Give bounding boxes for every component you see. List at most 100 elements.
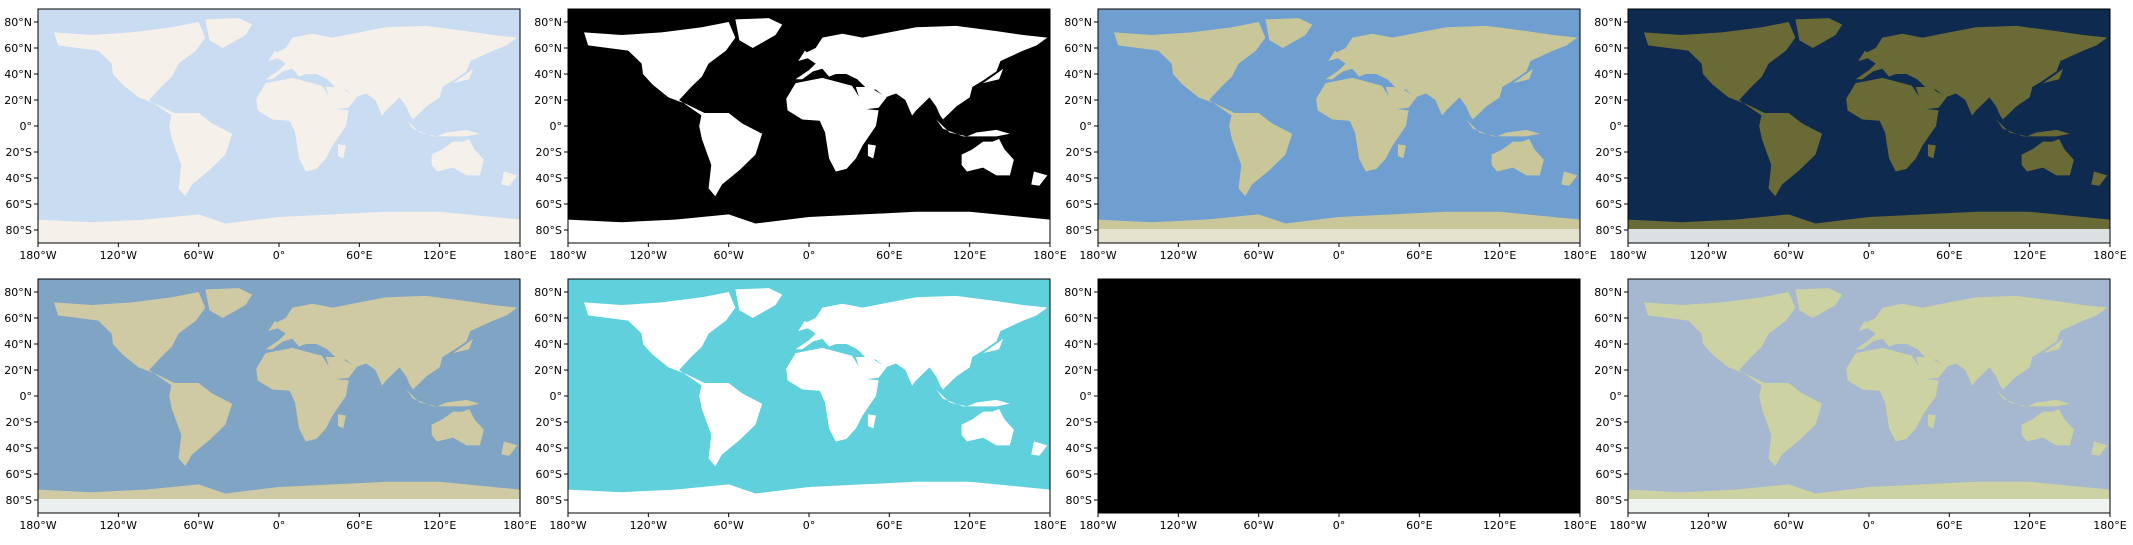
lon-tick-label: 180°W xyxy=(1079,249,1116,262)
lon-tick-label: 120°W xyxy=(630,519,667,532)
lon-tick-label: 180°W xyxy=(549,249,586,262)
lat-tick-label: 40°N xyxy=(4,68,32,81)
lat-tick-label: 0° xyxy=(1610,390,1623,403)
lat-tick-label: 80°N xyxy=(1594,286,1622,299)
lat-tick-label: 60°N xyxy=(1594,42,1622,55)
lon-tick-label: 0° xyxy=(1863,249,1876,262)
antarctic-ice xyxy=(38,499,520,513)
lat-tick-label: 40°N xyxy=(534,68,562,81)
map-panel-8: 80°N 60°N 40°N 20°N 0° 20°S 40°S 60°S 80°S 180°W 1… xyxy=(1594,278,2127,532)
lat-tick-label: 0° xyxy=(550,390,563,403)
lat-tick-label: 80°N xyxy=(1064,286,1092,299)
lat-tick-label: 40°S xyxy=(6,172,32,185)
antarctic-ice xyxy=(568,229,1050,243)
lon-tick-label: 0° xyxy=(1863,519,1876,532)
lon-tick-label: 120°W xyxy=(630,249,667,262)
lon-tick-label: 120°W xyxy=(100,249,137,262)
lon-tick-label: 0° xyxy=(803,519,816,532)
lon-tick-label: 0° xyxy=(273,519,286,532)
lon-tick-label: 60°W xyxy=(1773,519,1803,532)
lon-tick-label: 180°E xyxy=(503,519,536,532)
lat-tick-label: 80°N xyxy=(4,16,32,29)
lon-tick-label: 60°E xyxy=(1936,249,1962,262)
lon-tick-label: 120°W xyxy=(100,519,137,532)
lon-tick-label: 120°E xyxy=(953,249,986,262)
lon-tick-label: 180°W xyxy=(1609,249,1646,262)
lon-tick-label: 180°E xyxy=(1033,249,1066,262)
lat-tick-label: 40°N xyxy=(1064,68,1092,81)
lat-tick-label: 0° xyxy=(20,120,33,133)
lat-tick-label: 80°N xyxy=(1064,16,1092,29)
lat-tick-label: 60°N xyxy=(1064,42,1092,55)
lat-tick-label: 20°N xyxy=(1064,94,1092,107)
lon-tick-label: 180°E xyxy=(2093,519,2126,532)
lat-tick-label: 20°N xyxy=(4,94,32,107)
lon-tick-label: 60°E xyxy=(346,249,372,262)
map-panel-5: 80°N 60°N 40°N 20°N 0° 20°S 40°S 60°S 80°S 180°W 1… xyxy=(4,278,537,532)
lon-tick-label: 60°E xyxy=(346,519,372,532)
lon-tick-label: 180°W xyxy=(19,249,56,262)
lat-tick-label: 80°N xyxy=(4,286,32,299)
lon-tick-label: 60°E xyxy=(1936,519,1962,532)
lon-tick-label: 60°E xyxy=(1406,249,1432,262)
antarctic-ice xyxy=(568,499,1050,513)
lon-tick-label: 0° xyxy=(1333,519,1346,532)
lat-tick-label: 0° xyxy=(1080,120,1093,133)
lon-tick-label: 60°E xyxy=(1406,519,1432,532)
lat-tick-label: 60°N xyxy=(534,42,562,55)
lat-tick-label: 80°S xyxy=(536,224,562,237)
lat-tick-label: 40°S xyxy=(1066,442,1092,455)
lat-tick-label: 20°S xyxy=(1066,416,1092,429)
lat-tick-label: 40°N xyxy=(1594,338,1622,351)
lat-tick-label: 20°N xyxy=(1064,364,1092,377)
antarctic-ice xyxy=(1098,229,1580,243)
lat-tick-label: 20°N xyxy=(4,364,32,377)
lon-tick-label: 180°E xyxy=(2093,249,2126,262)
antarctic-ice xyxy=(1628,499,2110,513)
lat-tick-label: 0° xyxy=(20,390,33,403)
lat-tick-label: 20°S xyxy=(1066,146,1092,159)
lat-tick-label: 80°S xyxy=(536,494,562,507)
lat-tick-label: 60°N xyxy=(4,42,32,55)
lon-tick-label: 60°E xyxy=(876,519,902,532)
lat-tick-label: 40°N xyxy=(4,338,32,351)
lat-tick-label: 60°S xyxy=(536,198,562,211)
lat-tick-label: 40°S xyxy=(6,442,32,455)
lon-tick-label: 180°W xyxy=(549,519,586,532)
lat-tick-label: 40°N xyxy=(534,338,562,351)
map-panel-1: 80°N 60°N 40°N 20°N 0° 20°S 40°S 60°S 80°S 180°W 1… xyxy=(4,8,537,262)
lat-tick-label: 60°N xyxy=(534,312,562,325)
lat-tick-label: 60°N xyxy=(4,312,32,325)
lat-tick-label: 60°S xyxy=(1596,468,1622,481)
lon-tick-label: 60°W xyxy=(1243,249,1273,262)
lat-tick-label: 40°N xyxy=(1064,338,1092,351)
lon-tick-label: 120°E xyxy=(2013,519,2046,532)
map-panel-3: 80°N 60°N 40°N 20°N 0° 20°S 40°S 60°S 80°S 180°W 1… xyxy=(1064,8,1597,262)
lat-tick-label: 0° xyxy=(1610,120,1623,133)
antarctic-ice xyxy=(1628,229,2110,243)
lat-tick-label: 0° xyxy=(1080,390,1093,403)
lon-tick-label: 0° xyxy=(1333,249,1346,262)
lat-tick-label: 60°N xyxy=(1064,312,1092,325)
lon-tick-label: 180°E xyxy=(1033,519,1066,532)
map-panel-7: 80°N 60°N 40°N 20°N 0° 20°S 40°S 60°S 80°S 180°W 1… xyxy=(1064,278,1597,532)
lat-tick-label: 60°S xyxy=(1596,198,1622,211)
lat-tick-label: 20°S xyxy=(536,416,562,429)
lat-tick-label: 20°S xyxy=(6,146,32,159)
lon-tick-label: 60°W xyxy=(183,249,213,262)
lat-tick-label: 60°N xyxy=(1594,312,1622,325)
lat-tick-label: 20°S xyxy=(536,146,562,159)
lon-tick-label: 60°W xyxy=(183,519,213,532)
lat-tick-label: 80°S xyxy=(1596,224,1622,237)
lon-tick-label: 60°W xyxy=(1773,249,1803,262)
lat-tick-label: 40°S xyxy=(536,172,562,185)
antarctic-ice xyxy=(1098,499,1580,513)
lat-tick-label: 80°N xyxy=(534,16,562,29)
lat-tick-label: 40°S xyxy=(1066,172,1092,185)
map-panel-4: 80°N 60°N 40°N 20°N 0° 20°S 40°S 60°S 80°S 180°W 1… xyxy=(1594,8,2127,262)
lat-tick-label: 20°N xyxy=(1594,94,1622,107)
map-panel-2: 80°N 60°N 40°N 20°N 0° 20°S 40°S 60°S 80°S 180°W 1… xyxy=(534,8,1067,262)
lat-tick-label: 20°S xyxy=(6,416,32,429)
lon-tick-label: 120°E xyxy=(423,519,456,532)
